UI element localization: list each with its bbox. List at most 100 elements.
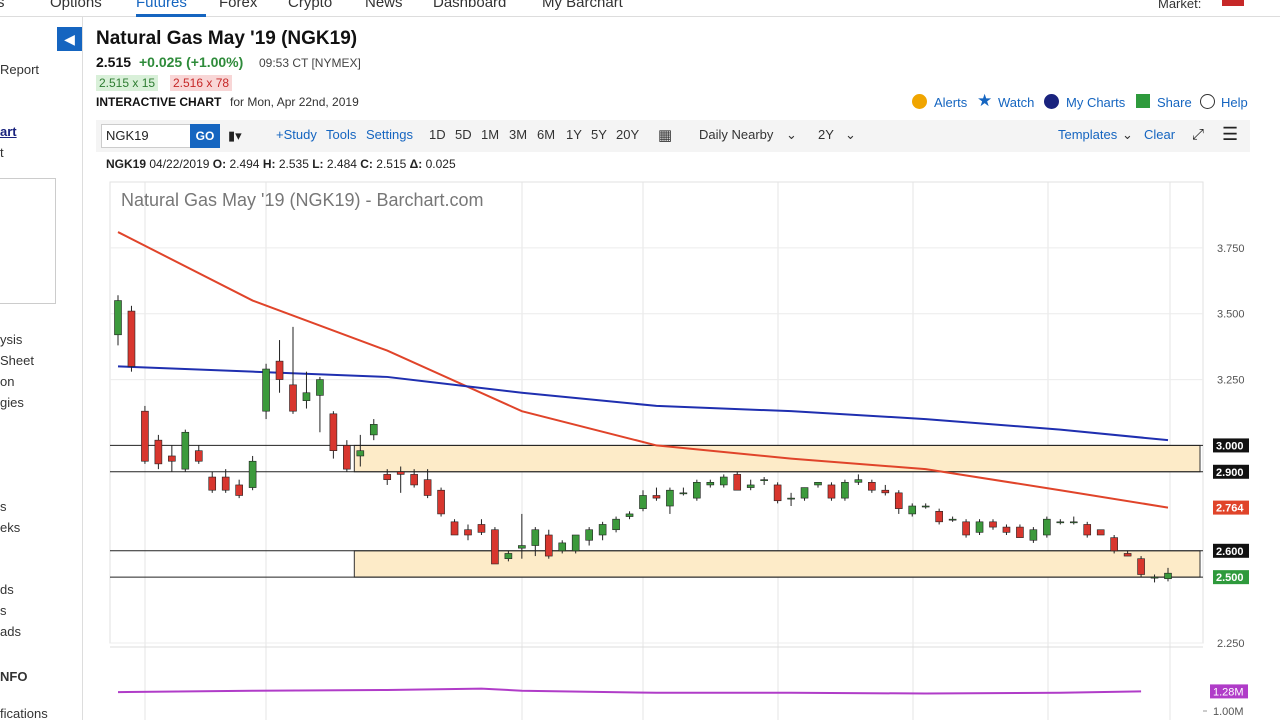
quote-time: 09:53 CT [NYMEX] xyxy=(259,56,361,70)
tools-button[interactable]: Tools xyxy=(326,127,357,142)
bid: 2.515 x 15 xyxy=(96,75,159,91)
dropdown-arrow: ⌄ xyxy=(786,127,797,142)
level-label-box xyxy=(1213,438,1249,453)
action-link[interactable]: My Charts xyxy=(1066,95,1126,110)
nav-item[interactable]: Dashboard xyxy=(433,0,507,11)
nav-item[interactable]: Forex xyxy=(219,0,258,11)
sidebar-item[interactable]: art xyxy=(0,124,17,139)
menu-button[interactable]: ☰ xyxy=(1222,124,1239,144)
settings-button[interactable]: Settings xyxy=(366,127,413,142)
nav-item[interactable]: Options xyxy=(50,0,102,11)
market-label: Market: xyxy=(1158,0,1202,11)
candle-body xyxy=(773,484,782,502)
aggregation-menu[interactable]: Daily Nearby xyxy=(699,127,774,142)
nav-item[interactable]: rs xyxy=(0,0,5,11)
y-tick-label: 3.500 xyxy=(1217,309,1245,321)
candle-body xyxy=(1096,529,1105,536)
sidebar-item[interactable]: gies xyxy=(0,395,24,410)
share-icon xyxy=(1136,94,1150,108)
sidebar-item[interactable]: s xyxy=(0,603,7,618)
period-button[interactable]: 1Y xyxy=(566,127,582,142)
period-button[interactable]: 3M xyxy=(509,127,528,142)
last-price: 2.515 xyxy=(96,54,132,70)
action-link[interactable]: Alerts xyxy=(934,95,968,110)
chart-watermark: Natural Gas May '19 (NGK19) - Barchart.c… xyxy=(121,190,484,210)
action-link[interactable]: Watch xyxy=(998,95,1035,110)
action-link[interactable]: Help xyxy=(1221,95,1248,110)
help-icon xyxy=(1200,94,1215,109)
nav-item[interactable]: Futures xyxy=(136,0,187,11)
level-label: 2.500 xyxy=(1216,572,1244,584)
sidebar-item[interactable]: Sheet xyxy=(0,353,34,368)
level-label: 2.600 xyxy=(1216,546,1244,558)
candle-body xyxy=(491,529,499,565)
sidebar-item[interactable]: ysis xyxy=(0,332,23,347)
sidebar-item[interactable]: eks xyxy=(0,520,21,535)
nav-item[interactable]: News xyxy=(365,0,403,11)
nav-active xyxy=(136,14,206,17)
candle-body xyxy=(989,521,997,528)
info-label: L: xyxy=(312,157,324,171)
candle-body xyxy=(504,553,513,560)
candle-body xyxy=(639,495,647,509)
candle-body xyxy=(1137,558,1145,575)
info-value: 2.535 xyxy=(278,157,309,171)
period-button[interactable]: 5Y xyxy=(591,127,607,142)
candle-body xyxy=(612,518,620,531)
sidebar-item[interactable]: fications xyxy=(0,706,48,721)
star-icon: ★ xyxy=(977,91,993,110)
sidebar-item[interactable]: on xyxy=(0,374,15,389)
candle-body xyxy=(275,360,284,380)
period-button[interactable]: 1M xyxy=(481,127,500,142)
candle-body xyxy=(625,513,634,517)
sidebar-item[interactable]: s xyxy=(0,499,7,514)
sidebar-item[interactable]: ds xyxy=(0,582,14,597)
ask: 2.516 x 78 xyxy=(170,75,233,91)
candle-body xyxy=(760,479,768,481)
calendar-icon[interactable]: ▦ xyxy=(658,127,673,144)
candle-body xyxy=(854,479,863,483)
candle-body xyxy=(410,474,418,486)
symbol-input[interactable] xyxy=(101,124,191,148)
sidebar-item[interactable]: NFO xyxy=(0,669,28,684)
chart-type-menu[interactable]: ▮▾ xyxy=(228,128,242,143)
candle-body xyxy=(868,482,876,491)
candle-body xyxy=(464,529,472,536)
candle-body xyxy=(194,450,203,462)
candle-body xyxy=(450,521,459,536)
period-button[interactable]: 20Y xyxy=(616,127,640,142)
clear-button[interactable]: Clear xyxy=(1144,127,1176,142)
study-button[interactable]: +Study xyxy=(276,127,317,142)
dropdown-arrow: ⌄ xyxy=(1122,127,1133,142)
candle-body xyxy=(814,482,822,486)
expand-button[interactable]: ⤢ xyxy=(1192,126,1205,143)
level-label: 2.900 xyxy=(1216,467,1244,479)
sidebar-item[interactable]: ads xyxy=(0,624,21,639)
candle-body xyxy=(208,476,217,491)
level-label-box xyxy=(1213,570,1249,585)
range-menu[interactable]: 2Y xyxy=(818,127,834,142)
period-button[interactable]: 5D xyxy=(455,127,472,142)
candle-body xyxy=(221,476,230,491)
dropdown-arrow: ⌄ xyxy=(845,127,856,142)
candle-body xyxy=(1002,526,1011,533)
candle-body xyxy=(369,424,378,436)
candle-body xyxy=(666,489,674,507)
ohlc-info: NGK19 04/22/2019 O: 2.494 H: 2.535 L: 2.… xyxy=(106,157,456,171)
go-button[interactable]: GO xyxy=(190,124,220,148)
sidebar-item[interactable]: Report xyxy=(0,62,40,77)
sidebar-item[interactable]: t xyxy=(0,145,4,160)
action-link[interactable]: Share xyxy=(1157,95,1192,110)
info-symbol: NGK19 xyxy=(106,157,147,171)
collapse-button[interactable]: ◀ xyxy=(57,27,82,51)
nav-item[interactable]: My Barchart xyxy=(542,0,623,11)
candle-body xyxy=(800,487,809,499)
period-button[interactable]: 6M xyxy=(537,127,556,142)
level-label-box xyxy=(1213,500,1249,515)
moving-average xyxy=(117,365,1169,442)
nav-item[interactable]: Crypto xyxy=(288,0,333,11)
templates-menu[interactable]: Templates xyxy=(1058,127,1118,142)
chart-date: for Mon, Apr 22nd, 2019 xyxy=(230,95,359,109)
period-button[interactable]: 1D xyxy=(429,127,446,142)
